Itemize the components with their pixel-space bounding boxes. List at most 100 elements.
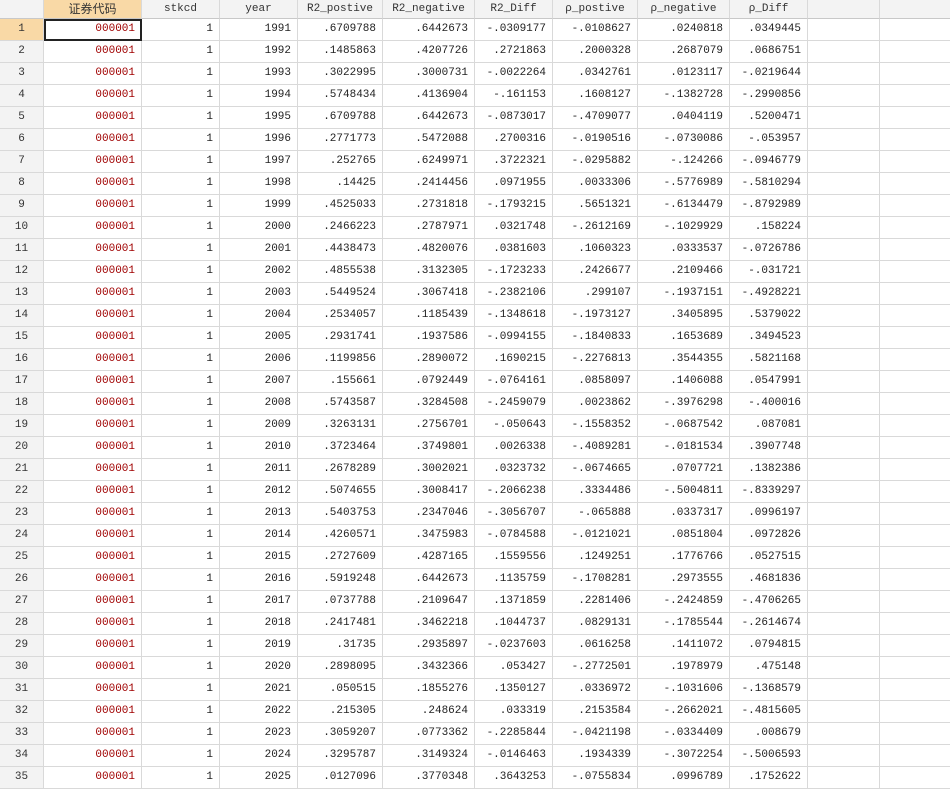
cell-year[interactable]: 2018 [220,613,298,635]
cell-r2-negative[interactable]: .2890072 [383,349,475,371]
cell-r2-negative[interactable]: .3067418 [383,283,475,305]
cell-year[interactable]: 2004 [220,305,298,327]
cell-r2-negative[interactable]: .3432366 [383,657,475,679]
cell-r2-negative[interactable]: .0792449 [383,371,475,393]
cell-code[interactable]: 000001 [44,239,142,261]
cell-stkcd[interactable]: 1 [142,107,220,129]
column-header-stkcd[interactable]: stkcd [142,0,220,19]
cell-rho-negative[interactable]: .3405895 [638,305,730,327]
row-number[interactable]: 18 [0,393,44,415]
cell-rho-postive[interactable]: .2000328 [553,41,638,63]
cell-r2-postive[interactable]: .2727609 [298,547,383,569]
cell-r2-negative[interactable]: .5472088 [383,129,475,151]
cell-rho-postive[interactable]: -.2612169 [553,217,638,239]
cell-rho-negative[interactable]: .0240818 [638,19,730,41]
cell-r2-diff[interactable]: .0971955 [475,173,553,195]
cell-r2-postive[interactable]: .6709788 [298,107,383,129]
row-number[interactable]: 29 [0,635,44,657]
cell-r2-postive[interactable]: .5748434 [298,85,383,107]
cell-rho-diff[interactable]: -.2614674 [730,613,808,635]
row-number[interactable]: 12 [0,261,44,283]
column-header-code[interactable]: 证券代码 [44,0,142,19]
cell-code[interactable]: 000001 [44,437,142,459]
cell-r2-diff[interactable]: .0321748 [475,217,553,239]
cell-r2-postive[interactable]: .1485863 [298,41,383,63]
cell-rho-negative[interactable]: .2109466 [638,261,730,283]
cell-rho-diff[interactable]: -.4706265 [730,591,808,613]
cell-rho-postive[interactable]: -.0295882 [553,151,638,173]
row-number[interactable]: 5 [0,107,44,129]
cell-rho-diff[interactable]: .3494523 [730,327,808,349]
cell-code[interactable]: 000001 [44,613,142,635]
cell-rho-diff[interactable]: .008679 [730,723,808,745]
cell-r2-diff[interactable]: .0026338 [475,437,553,459]
row-number[interactable]: 7 [0,151,44,173]
cell-rho-negative[interactable]: -.0730086 [638,129,730,151]
cell-rho-postive[interactable]: -.4709077 [553,107,638,129]
cell-r2-postive[interactable]: .1199856 [298,349,383,371]
cell-rho-diff[interactable]: -.0946779 [730,151,808,173]
cell-year[interactable]: 2011 [220,459,298,481]
cell-r2-negative[interactable]: .3770348 [383,767,475,789]
cell-r2-postive[interactable]: .3059207 [298,723,383,745]
cell-stkcd[interactable]: 1 [142,745,220,767]
cell-rho-diff[interactable]: -.8792989 [730,195,808,217]
cell-stkcd[interactable]: 1 [142,327,220,349]
cell-r2-postive[interactable]: .050515 [298,679,383,701]
cell-rho-diff[interactable]: .087081 [730,415,808,437]
row-number[interactable]: 30 [0,657,44,679]
cell-stkcd[interactable]: 1 [142,503,220,525]
cell-rho-negative[interactable]: -.1029929 [638,217,730,239]
cell-stkcd[interactable]: 1 [142,393,220,415]
cell-r2-diff[interactable]: .3722321 [475,151,553,173]
cell-r2-postive[interactable]: .0127096 [298,767,383,789]
cell-code[interactable]: 000001 [44,19,142,41]
cell-r2-diff[interactable]: .1044737 [475,613,553,635]
cell-r2-negative[interactable]: .4820076 [383,239,475,261]
cell-r2-diff[interactable]: .1135759 [475,569,553,591]
column-header-year[interactable]: year [220,0,298,19]
cell-r2-postive[interactable]: .5743587 [298,393,383,415]
cell-rho-postive[interactable]: -.1558352 [553,415,638,437]
cell-rho-diff[interactable]: .0996197 [730,503,808,525]
cell-rho-postive[interactable]: -.065888 [553,503,638,525]
cell-r2-diff[interactable]: .2721863 [475,41,553,63]
cell-code[interactable]: 000001 [44,745,142,767]
cell-stkcd[interactable]: 1 [142,173,220,195]
cell-r2-diff[interactable]: -.0309177 [475,19,553,41]
row-number[interactable]: 17 [0,371,44,393]
row-number[interactable]: 1 [0,19,44,41]
cell-stkcd[interactable]: 1 [142,19,220,41]
cell-rho-postive[interactable]: -.0121021 [553,525,638,547]
column-header-rho-diff[interactable]: ρ_Diff [730,0,808,19]
cell-rho-postive[interactable]: .0616258 [553,635,638,657]
cell-rho-diff[interactable]: .3907748 [730,437,808,459]
cell-year[interactable]: 2021 [220,679,298,701]
cell-r2-postive[interactable]: .2417481 [298,613,383,635]
cell-r2-postive[interactable]: .2466223 [298,217,383,239]
cell-rho-negative[interactable]: .3544355 [638,349,730,371]
cell-code[interactable]: 000001 [44,217,142,239]
cell-rho-negative[interactable]: -.3976298 [638,393,730,415]
cell-year[interactable]: 2017 [220,591,298,613]
cell-stkcd[interactable]: 1 [142,569,220,591]
cell-stkcd[interactable]: 1 [142,547,220,569]
cell-year[interactable]: 2014 [220,525,298,547]
cell-code[interactable]: 000001 [44,327,142,349]
cell-year[interactable]: 2020 [220,657,298,679]
cell-rho-negative[interactable]: .1776766 [638,547,730,569]
row-number[interactable]: 31 [0,679,44,701]
cell-stkcd[interactable]: 1 [142,525,220,547]
cell-r2-negative[interactable]: .4207726 [383,41,475,63]
cell-r2-postive[interactable]: .14425 [298,173,383,195]
cell-code[interactable]: 000001 [44,41,142,63]
cell-rho-diff[interactable]: -.031721 [730,261,808,283]
cell-r2-negative[interactable]: .2731818 [383,195,475,217]
cell-r2-diff[interactable]: -.0994155 [475,327,553,349]
cell-code[interactable]: 000001 [44,591,142,613]
cell-year[interactable]: 1992 [220,41,298,63]
cell-rho-negative[interactable]: -.0687542 [638,415,730,437]
cell-r2-negative[interactable]: .1937586 [383,327,475,349]
cell-rho-postive[interactable]: .1608127 [553,85,638,107]
